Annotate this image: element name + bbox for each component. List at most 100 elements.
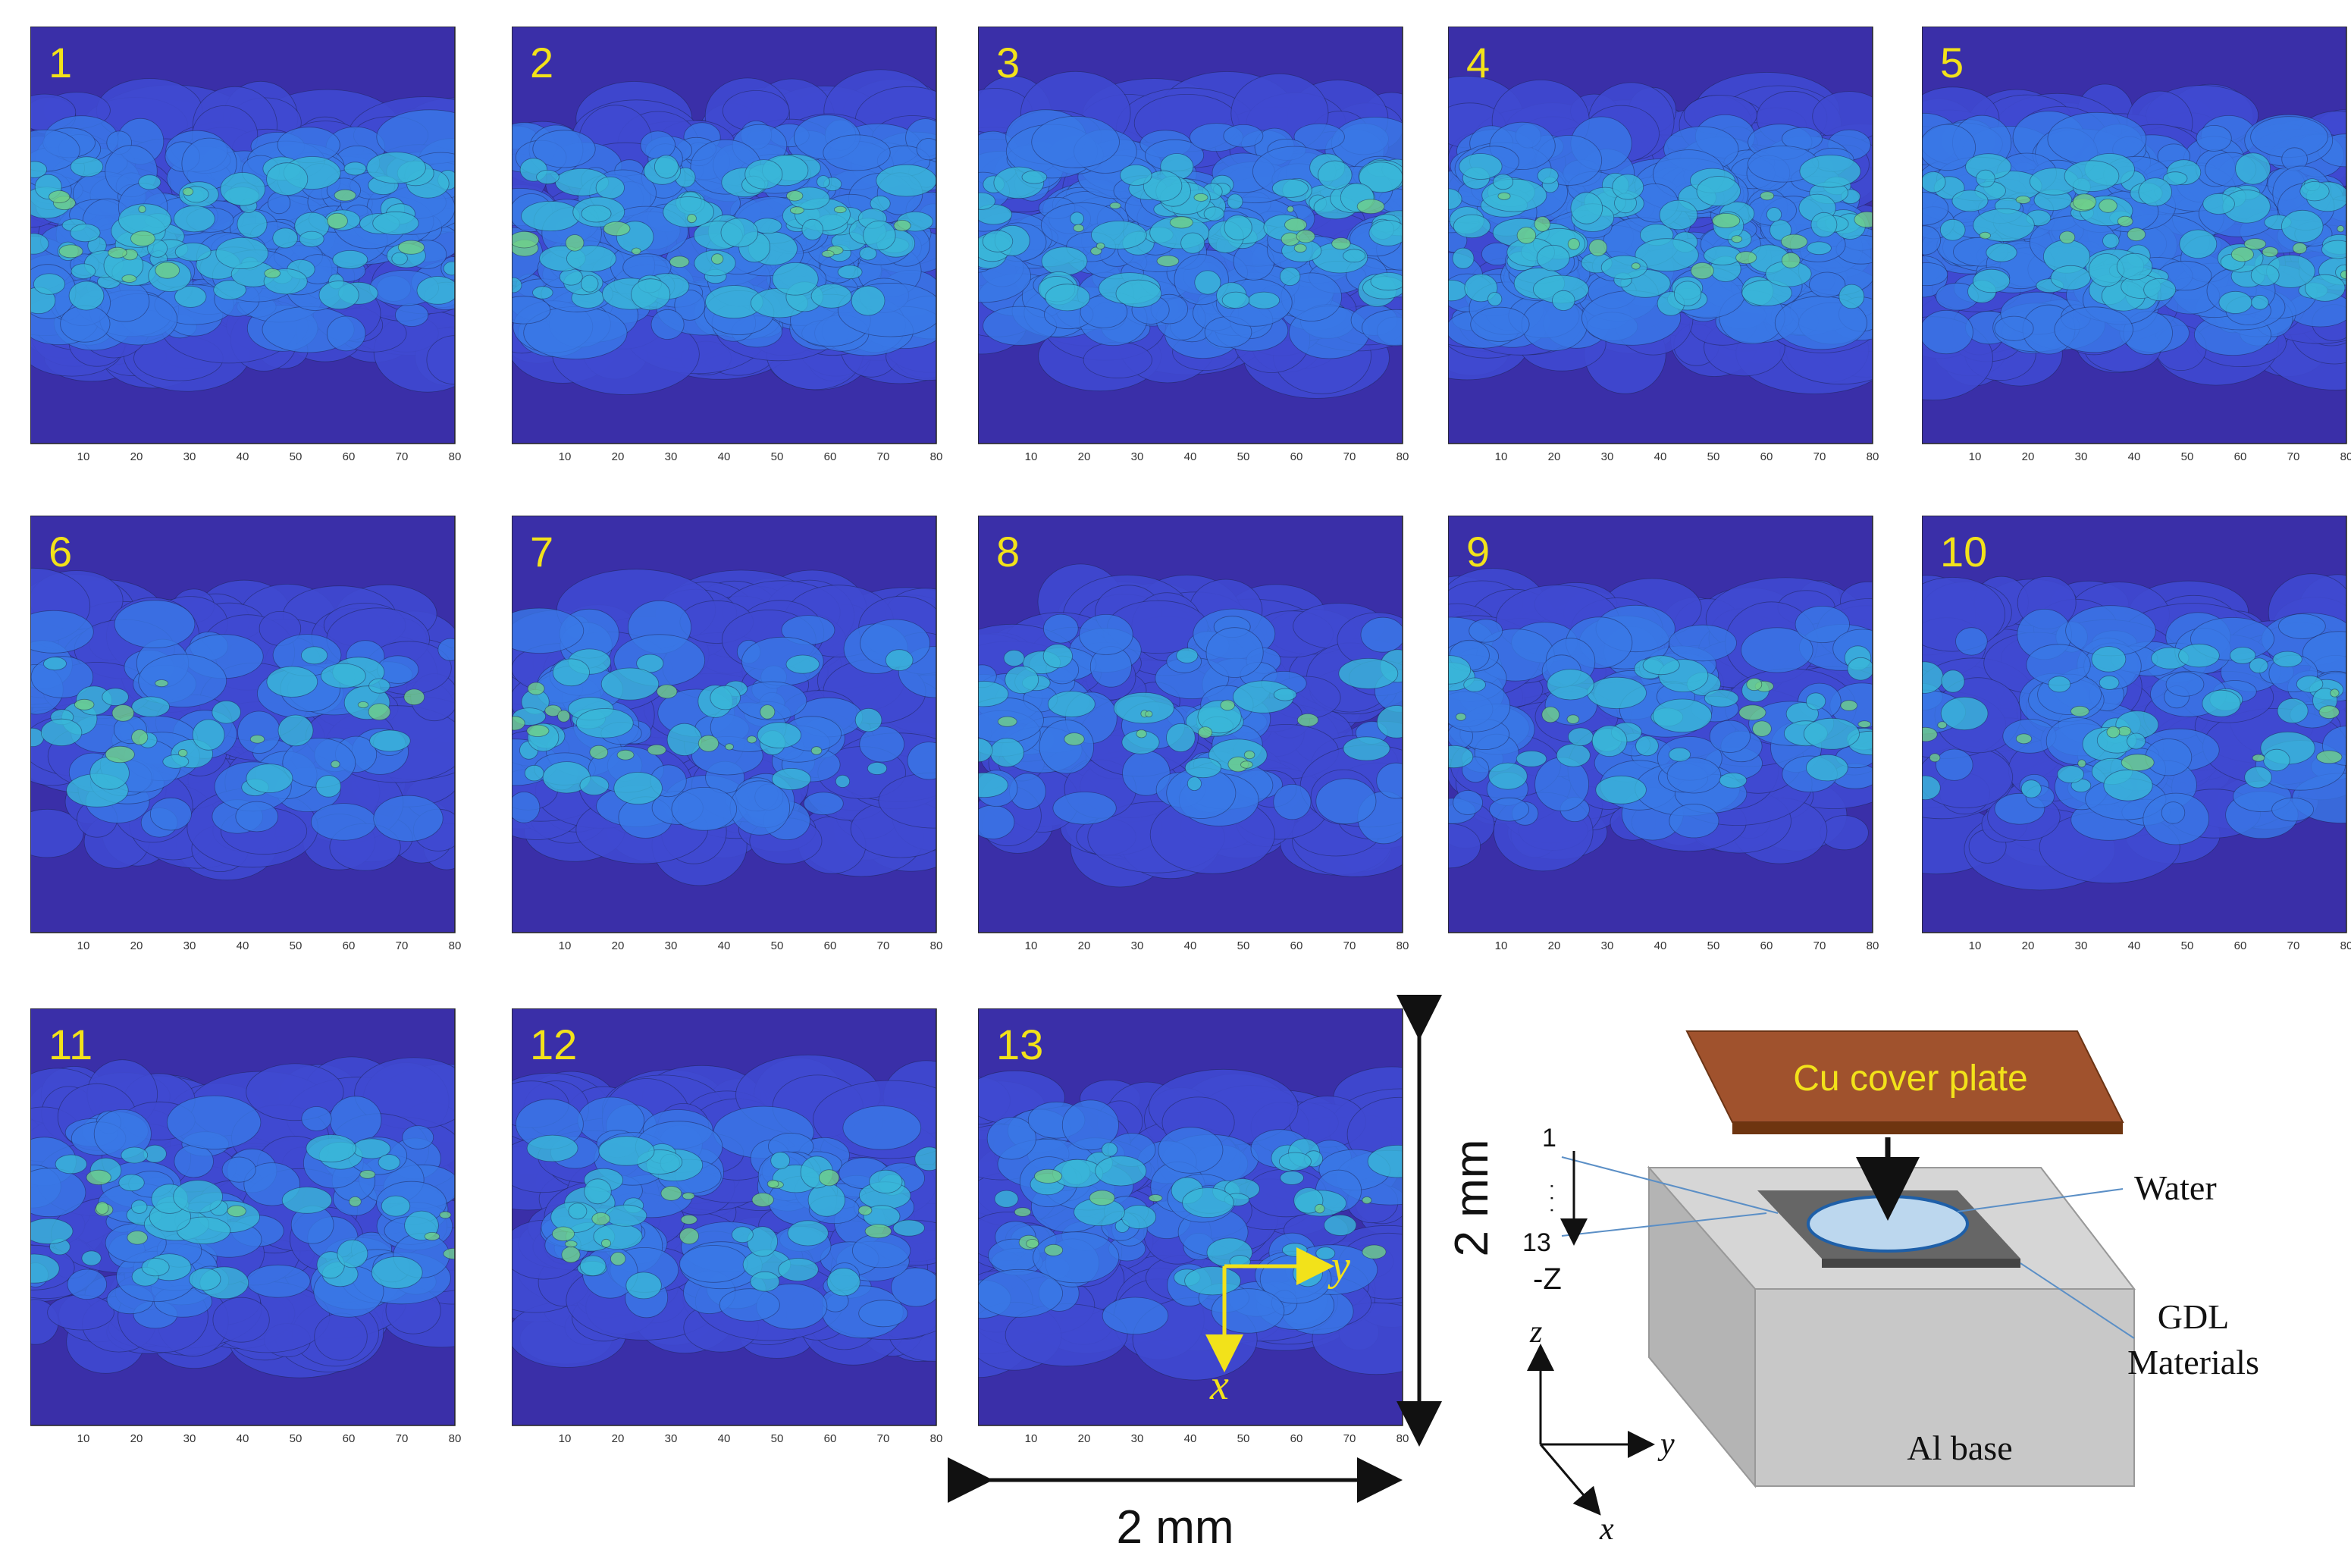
x-tick-label: 70 <box>877 939 890 952</box>
x-tick-label: 60 <box>1290 450 1303 463</box>
contour-panel-11: 10 20 30 40 50 60 70 80 11 <box>30 1008 470 1456</box>
x-tick-label: 50 <box>1237 1432 1250 1445</box>
x-tick-label: 80 <box>930 939 943 952</box>
x-tick-label: 10 <box>77 939 90 952</box>
x-tick-label: 30 <box>1131 1432 1144 1445</box>
stack-axis-label: -Z <box>1533 1262 1562 1296</box>
stack-dots: · · · <box>1542 1183 1565 1213</box>
panel-number: 12 <box>530 1021 578 1068</box>
contour-map: 10 20 30 40 50 60 70 80 <box>1922 27 2351 463</box>
contour-panel-2: 10 20 30 40 50 60 70 80 2 <box>512 27 951 474</box>
x-tick-label: 10 <box>77 450 90 463</box>
x-tick-label: 40 <box>718 939 731 952</box>
x-tick-label: 10 <box>1025 450 1038 463</box>
x-tick-label: 70 <box>1343 450 1356 463</box>
water-droplet <box>1807 1195 1969 1253</box>
x-tick-label: 70 <box>396 939 409 952</box>
x-tick-label: 60 <box>343 450 356 463</box>
contour-panel-9: 10 20 30 40 50 60 70 80 9 <box>1448 516 1888 963</box>
x-tick-label: 70 <box>1813 939 1826 952</box>
x-tick-label: 40 <box>2128 939 2141 952</box>
contour-map: 10 20 30 40 50 60 70 80 <box>30 27 462 463</box>
contour-panel-3: 10 20 30 40 50 60 70 80 3 <box>978 27 1418 474</box>
x-tick-label: 40 <box>237 450 249 463</box>
x-tick-label: 70 <box>396 1432 409 1445</box>
x-tick-label: 40 <box>1184 450 1197 463</box>
inset-x-label: x <box>1209 1362 1229 1409</box>
x-tick-label: 80 <box>1867 939 1879 952</box>
al-base-side <box>1648 1165 1756 1488</box>
x-tick-label: 60 <box>1760 450 1773 463</box>
x-tick-label: 30 <box>1601 939 1614 952</box>
contour-map: 10 20 30 40 50 60 70 80 <box>1448 516 1879 952</box>
x-tick-label: 50 <box>1237 450 1250 463</box>
x-tick-label: 80 <box>930 450 943 463</box>
x-tick-label: 40 <box>718 1432 731 1445</box>
x-tick-label: 20 <box>130 1432 143 1445</box>
x-tick-label: 70 <box>2287 939 2300 952</box>
x-tick-label: 50 <box>1707 450 1720 463</box>
contour-panel-6: 10 20 30 40 50 60 70 80 6 <box>30 516 470 963</box>
x-tick-label: 40 <box>237 1432 249 1445</box>
x-tick-label: 60 <box>824 939 837 952</box>
panel-number: 7 <box>530 528 554 575</box>
x-tick-label: 60 <box>2234 939 2247 952</box>
x-tick-label: 20 <box>1078 939 1091 952</box>
contour-map: 10 20 30 40 50 60 70 80 <box>978 27 1409 463</box>
contour-panel-5: 10 20 30 40 50 60 70 80 5 <box>1922 27 2351 474</box>
x-tick-label: 30 <box>183 1432 196 1445</box>
x-tick-label: 70 <box>1343 939 1356 952</box>
x-tick-label: 60 <box>1290 939 1303 952</box>
panel-number: 13 <box>996 1021 1044 1068</box>
panel-number: 9 <box>1466 528 1491 575</box>
x-tick-label: 30 <box>665 450 678 463</box>
x-tick-label: 20 <box>130 939 143 952</box>
vertical-scale-bar: 2 mm <box>1396 995 1498 1447</box>
x-tick-label: 60 <box>824 1432 837 1445</box>
x-tick-label: 60 <box>343 1432 356 1445</box>
contour-map: 10 20 30 40 50 60 70 80 <box>512 1008 942 1445</box>
contour-map: 10 20 30 40 50 60 70 80 <box>1448 27 1879 463</box>
contour-map: 10 20 30 40 50 60 70 80 <box>30 1008 461 1445</box>
x-tick-label: 30 <box>2075 450 2088 463</box>
x-tick-label: 40 <box>1184 1432 1197 1445</box>
x-tick-label: 50 <box>290 939 302 952</box>
x-tick-label: 20 <box>612 939 625 952</box>
panel-axes-inset: y x <box>1205 1243 1350 1409</box>
contour-map: 10 20 30 40 50 60 70 80 <box>512 516 943 952</box>
al-base-label: Al base <box>1907 1428 2012 1467</box>
x-tick-label: 10 <box>559 939 572 952</box>
x-tick-label: 80 <box>2340 939 2351 952</box>
x-tick-label: 80 <box>1867 450 1879 463</box>
x-tick-label: 10 <box>559 1432 572 1445</box>
x-tick-label: 70 <box>1343 1432 1356 1445</box>
panel-number: 10 <box>1940 528 1988 575</box>
x-tick-label: 20 <box>1548 939 1561 952</box>
x-tick-label: 80 <box>449 450 462 463</box>
x-tick-label: 80 <box>2340 450 2351 463</box>
x-tick-label: 10 <box>1969 450 1982 463</box>
contour-map: 10 20 30 40 50 60 70 80 <box>1922 516 2351 952</box>
x-tick-label: 30 <box>2075 939 2088 952</box>
x-tick-label: 10 <box>77 1432 90 1445</box>
contour-map: 10 20 30 40 50 60 70 80 <box>978 516 1409 952</box>
x-tick-label: 50 <box>290 450 302 463</box>
x-tick-label: 70 <box>2287 450 2300 463</box>
x-tick-label: 70 <box>877 1432 890 1445</box>
x-tick-label: 10 <box>1025 1432 1038 1445</box>
x-tick-label: 50 <box>2181 939 2194 952</box>
panel-number: 8 <box>996 528 1020 575</box>
x-tick-label: 40 <box>1654 450 1667 463</box>
panel-number: 11 <box>49 1021 93 1068</box>
stack-bottom-label: 13 <box>1522 1228 1551 1257</box>
x-tick-label: 80 <box>1396 450 1409 463</box>
x-tick-label: 50 <box>771 450 784 463</box>
gdl-label-line2: Materials <box>2127 1343 2259 1381</box>
x-tick-label: 50 <box>771 1432 784 1445</box>
panel-number: 4 <box>1466 39 1491 86</box>
x-tick-label: 60 <box>2234 450 2247 463</box>
x-tick-label: 40 <box>718 450 731 463</box>
x-tick-label: 10 <box>1495 939 1508 952</box>
x-tick-label: 70 <box>1813 450 1826 463</box>
